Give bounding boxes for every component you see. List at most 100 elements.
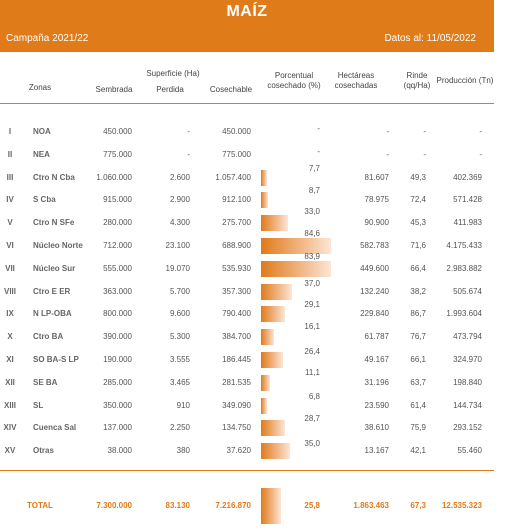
cosechable-value: 281.535 — [222, 377, 251, 387]
perdida-value: 2.600 — [169, 172, 190, 182]
zone-name: NOA — [33, 127, 51, 136]
pct-value: 16,1 — [304, 322, 320, 332]
total-pct-bar — [261, 488, 281, 524]
produccion-value: 505.674 — [453, 286, 482, 296]
col-zonas: Zonas — [28, 83, 52, 92]
zone-number: XIII — [3, 400, 16, 410]
zone-name: SL — [33, 400, 44, 410]
perdida-value: 4.300 — [169, 218, 190, 228]
pct-bar — [261, 420, 285, 437]
cosechable-value: 134.750 — [222, 423, 251, 433]
hectareas-value: - — [386, 149, 389, 159]
zone-number: XIV — [3, 423, 17, 433]
zone-number: XV — [4, 446, 16, 456]
sembrada-value: 285.000 — [103, 377, 132, 387]
pct-bar — [261, 443, 291, 460]
rinde-value: 38,2 — [410, 286, 426, 296]
header-divider — [0, 103, 494, 104]
col-perdida: Perdida — [156, 85, 184, 94]
pct-value: 8,7 — [308, 186, 320, 196]
total-cosechable: 7.216.870 — [215, 501, 251, 510]
cosechable-value: 186.445 — [222, 355, 251, 364]
pct-value: 6,8 — [308, 391, 320, 401]
total-pct: 25,8 — [304, 501, 320, 510]
produccion-value: 2.983.882 — [446, 263, 482, 273]
zone-name: Ctro E ER — [33, 286, 71, 296]
col-cosechable: Cosechable — [209, 85, 253, 94]
rinde-value: - — [423, 149, 426, 159]
perdida-value: 5.300 — [169, 332, 190, 342]
col-produccion: Producción (Tn) — [436, 76, 494, 85]
cosechable-value: 450.000 — [222, 127, 251, 136]
zone-name: Ctro BA — [33, 332, 64, 342]
sembrada-value: 137.000 — [103, 423, 132, 433]
sembrada-value: 1.060.000 — [96, 172, 132, 182]
pct-bar — [261, 238, 332, 254]
hectareas-value: 81.607 — [364, 172, 389, 182]
rinde-value: - — [423, 127, 426, 136]
sembrada-value: 363.000 — [103, 286, 132, 296]
zone-name: S Cba — [33, 195, 56, 205]
table-row: VI Núcleo Norte 712.000 23.100 688.900 84,6 58… — [0, 229, 494, 257]
pct-value: 33,0 — [304, 207, 320, 217]
cosechable-value: 37.620 — [226, 446, 251, 456]
zone-name: Ctro N Cba — [33, 172, 75, 182]
zone-name: N LP-OBA — [33, 309, 72, 319]
produccion-value: 55.460 — [457, 446, 482, 456]
perdida-value: 910 — [176, 400, 190, 410]
hectareas-value: 132.240 — [360, 286, 389, 296]
total-divider — [0, 470, 494, 471]
perdida-value: 3.555 — [169, 355, 190, 364]
perdida-value: 5.700 — [169, 286, 190, 296]
sembrada-value: 450.000 — [103, 127, 132, 136]
rinde-value: 42,1 — [410, 446, 426, 456]
pct-value: 84,6 — [304, 229, 320, 238]
sembrada-value: 38.000 — [107, 446, 132, 456]
zone-number: II — [7, 149, 13, 159]
data-date: Datos al: 11/05/2022 — [384, 33, 476, 44]
pct-bar — [261, 169, 268, 186]
rinde-value: 71,6 — [410, 241, 426, 250]
zone-number: VIII — [3, 286, 16, 296]
zone-number: V — [7, 218, 13, 228]
pct-value: 83,9 — [304, 251, 320, 261]
zone-name: Ctro N SFe — [33, 218, 75, 228]
sembrada-value: 190.000 — [103, 355, 132, 364]
sembrada-value: 390.000 — [103, 332, 132, 342]
zone-number: XII — [5, 377, 15, 387]
table-row: XII SE BA 285.000 3.465 281.535 11,1 31.196 63,… — [0, 368, 494, 394]
pct-value: - — [317, 146, 320, 156]
hectareas-value: 449.600 — [360, 263, 389, 273]
produccion-value: 144.734 — [453, 400, 482, 410]
col-hectareas: Hectáreas cosechadas — [334, 71, 378, 90]
col-superficie: Superficie (Ha) — [146, 69, 200, 78]
produccion-value: 571.428 — [453, 195, 482, 205]
total-hectareas: 1.863.463 — [353, 501, 389, 510]
cosechable-value: 775.000 — [222, 149, 251, 159]
hectareas-value: 13.167 — [364, 446, 389, 456]
rinde-value: 66,4 — [410, 263, 426, 273]
sembrada-value: 712.000 — [103, 241, 132, 250]
perdida-value: 2.900 — [169, 195, 190, 205]
sembrada-value: 800.000 — [103, 309, 132, 319]
perdida-value: 9.600 — [169, 309, 190, 319]
pct-value: 29,1 — [304, 300, 320, 310]
table-row: XIII SL 350.000 910 349.090 6,8 23.590 61,4 144.… — [0, 391, 494, 417]
zone-number: XI — [6, 355, 14, 364]
cosechable-value: 357.300 — [222, 286, 251, 296]
hectareas-value: 23.590 — [364, 400, 389, 410]
pct-value: 26,4 — [304, 347, 320, 356]
zone-name: Otras — [33, 446, 54, 456]
table-row: V Ctro N SFe 280.000 4.300 275.700 33,0 90.900… — [0, 207, 494, 234]
sembrada-value: 280.000 — [103, 218, 132, 228]
pct-bar — [261, 352, 283, 368]
zone-number: I — [8, 127, 12, 136]
hectareas-value: 49.167 — [364, 355, 389, 364]
table-row: II NEA 775.000 - 775.000 - - - - — [0, 143, 494, 166]
produccion-value: 1.993.604 — [446, 309, 482, 319]
table-row: VIII Ctro E ER 363.000 5.700 357.300 37,0 132.… — [0, 279, 494, 303]
cosechable-value: 1.057.400 — [215, 172, 251, 182]
perdida-value: - — [187, 149, 190, 159]
table-row: I NOA 450.000 - 450.000 - - - - — [0, 120, 494, 143]
cosechable-value: 912.100 — [222, 195, 251, 205]
